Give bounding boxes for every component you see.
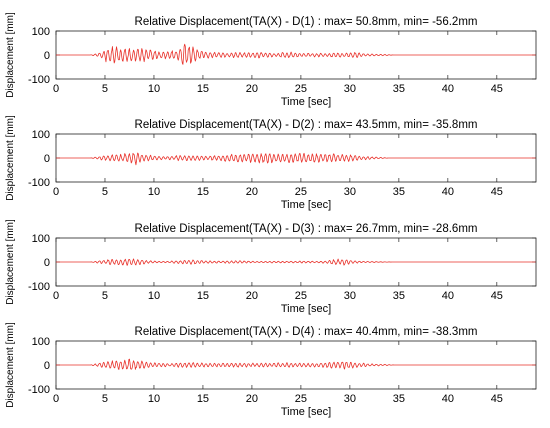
x-tick-label: 0 <box>53 393 59 405</box>
x-tick-label: 10 <box>148 290 160 302</box>
x-tick-label: 5 <box>102 186 108 198</box>
x-tick-label: 20 <box>246 290 258 302</box>
x-tick-label: 25 <box>295 393 307 405</box>
y-tick-label: -100 <box>28 281 50 293</box>
x-tick-label: 35 <box>393 290 405 302</box>
subplot-1: Relative Displacement(TA(X) - D(1) : max… <box>5 12 537 108</box>
x-tick-label: 0 <box>53 186 59 198</box>
x-tick-label: 40 <box>442 186 454 198</box>
x-tick-label: 45 <box>491 83 503 95</box>
x-tick-label: 15 <box>197 186 209 198</box>
y-tick-label: 100 <box>32 129 50 141</box>
x-tick-label: 40 <box>442 393 454 405</box>
x-tick-label: 15 <box>197 393 209 405</box>
subplot-title: Relative Displacement(TA(X) - D(4) : max… <box>135 326 478 338</box>
series-line <box>56 258 536 266</box>
x-tick-label: 0 <box>53 290 59 302</box>
y-tick-label: -100 <box>28 384 50 396</box>
x-tick-label: 10 <box>148 393 160 405</box>
y-tick-label: -100 <box>28 74 50 86</box>
y-tick-label: 100 <box>32 336 50 348</box>
x-axis-label: Time [sec] <box>281 406 331 418</box>
x-tick-label: 45 <box>491 393 503 405</box>
x-tick-label: 25 <box>295 290 307 302</box>
x-tick-label: 35 <box>393 393 405 405</box>
subplot-3: Relative Displacement(TA(X) - D(3) : max… <box>5 219 537 315</box>
y-axis-label: Displacement [mm] <box>5 219 16 305</box>
x-tick-label: 10 <box>148 83 160 95</box>
x-tick-label: 35 <box>393 83 405 95</box>
x-tick-label: 20 <box>246 186 258 198</box>
y-tick-label: 0 <box>44 257 50 269</box>
x-tick-label: 25 <box>295 83 307 95</box>
y-tick-label: 100 <box>32 233 50 245</box>
series-line <box>56 43 536 65</box>
y-tick-label: 0 <box>44 153 50 165</box>
subplot-title: Relative Displacement(TA(X) - D(3) : max… <box>135 223 478 235</box>
x-axis-label: Time [sec] <box>281 199 331 211</box>
subplot-4: Relative Displacement(TA(X) - D(4) : max… <box>5 322 537 418</box>
y-axis-label: Displacement [mm] <box>5 12 16 98</box>
x-tick-label: 40 <box>442 290 454 302</box>
x-axis-label: Time [sec] <box>281 96 331 108</box>
x-tick-label: 30 <box>344 393 356 405</box>
y-tick-label: 0 <box>44 50 50 62</box>
y-axis-label: Displacement [mm] <box>5 115 16 201</box>
y-tick-label: 0 <box>44 360 50 372</box>
x-tick-label: 35 <box>393 186 405 198</box>
x-tick-label: 5 <box>102 290 108 302</box>
x-tick-label: 25 <box>295 186 307 198</box>
x-tick-label: 30 <box>344 290 356 302</box>
x-tick-label: 30 <box>344 83 356 95</box>
x-tick-label: 20 <box>246 83 258 95</box>
x-tick-label: 30 <box>344 186 356 198</box>
x-tick-label: 20 <box>246 393 258 405</box>
y-tick-label: -100 <box>28 177 50 189</box>
x-tick-label: 10 <box>148 186 160 198</box>
x-tick-label: 45 <box>491 290 503 302</box>
x-tick-label: 5 <box>102 83 108 95</box>
x-tick-label: 0 <box>53 83 59 95</box>
x-tick-label: 15 <box>197 290 209 302</box>
series-line <box>56 358 536 370</box>
series-line <box>56 152 536 166</box>
y-tick-label: 100 <box>32 26 50 38</box>
subplot-title: Relative Displacement(TA(X) - D(2) : max… <box>135 119 478 131</box>
x-axis-label: Time [sec] <box>281 303 331 315</box>
x-tick-label: 45 <box>491 186 503 198</box>
y-axis-label: Displacement [mm] <box>5 322 16 408</box>
x-tick-label: 40 <box>442 83 454 95</box>
subplot-title: Relative Displacement(TA(X) - D(1) : max… <box>135 16 478 28</box>
x-tick-label: 5 <box>102 393 108 405</box>
subplot-2: Relative Displacement(TA(X) - D(2) : max… <box>5 115 537 211</box>
x-tick-label: 15 <box>197 83 209 95</box>
